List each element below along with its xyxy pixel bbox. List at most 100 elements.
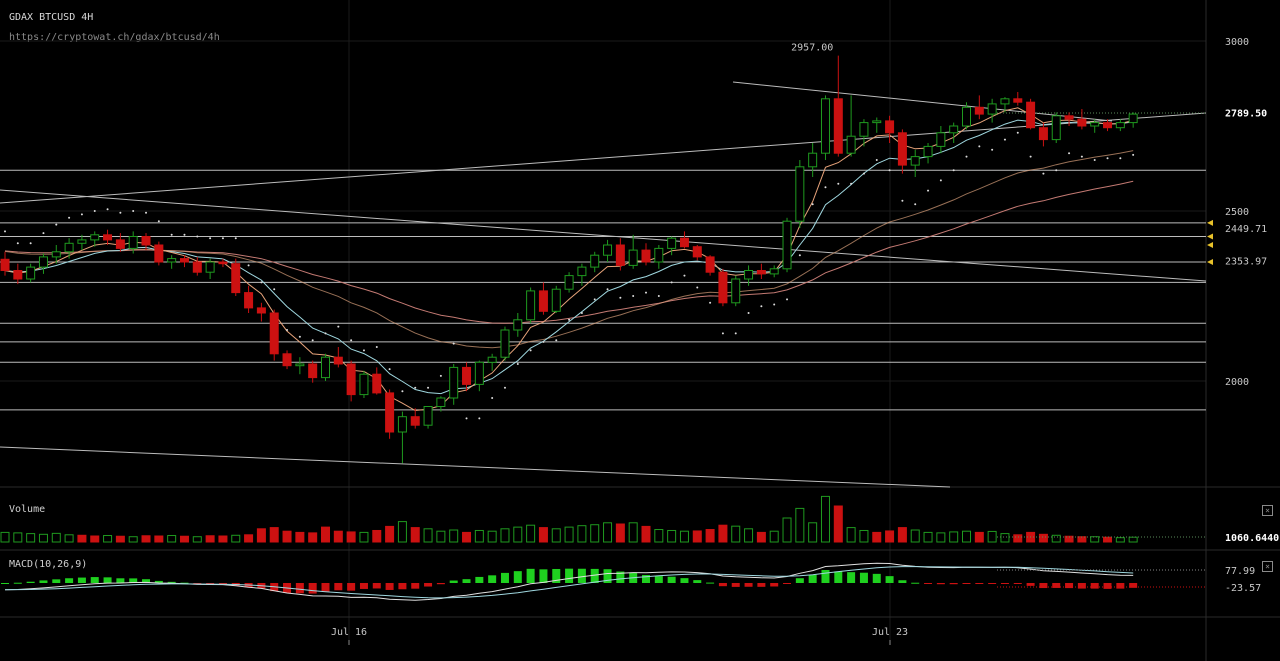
sar-dot [555,339,558,342]
sar-dot [978,145,981,148]
macd-histogram-bar [129,578,138,583]
sar-dot [850,182,853,185]
volume-bar [333,530,343,543]
sar-dot [1093,159,1096,161]
level-label: 2449.71 [1225,224,1267,235]
last-price-label: 2789.50 [1225,109,1267,120]
candle-body [26,266,36,280]
volume-bar [141,535,151,543]
sar-dot [286,329,289,331]
macd-histogram-bar [667,576,676,583]
candle-body [628,249,638,266]
macd-histogram-bar [731,583,740,587]
volume-bar [346,531,356,543]
candle-body [474,361,484,385]
sar-dot [80,213,83,216]
macd-histogram-bar [1013,583,1022,584]
candle-body [744,270,754,280]
candle-body [90,234,100,241]
candle-body [820,98,830,154]
volume-bar [487,530,497,543]
chart-url[interactable]: https://cryptowat.ch/gdax/btcusd/4h [9,32,220,43]
macd-histogram-bar [565,568,574,583]
volume-bar [846,527,856,543]
candle-body [282,353,292,367]
macd-histogram-bar [552,568,561,583]
candle-body [1077,118,1087,127]
candle-body [269,312,279,355]
sar-dot [516,363,519,365]
macd-close-icon[interactable]: × [1262,561,1273,572]
volume-close-icon[interactable]: × [1262,505,1273,516]
ema-mid-line [4,119,1134,395]
macd-histogram-bar [1000,583,1009,584]
sar-dot [914,203,917,206]
macd-histogram-bar [1116,583,1125,589]
volume-bar [1115,537,1125,543]
sar-dot [170,233,173,236]
volume-bar [308,532,318,543]
macd-histogram-bar [526,568,535,583]
candle-body [615,244,625,266]
sar-dot [645,291,647,294]
sar-dot [388,368,391,371]
macd-histogram-bar [372,583,381,589]
volume-bar [77,534,87,543]
candle-body [564,275,574,290]
candle-body [167,258,177,263]
macd-histogram-bar [680,578,689,583]
trend-line [0,189,1207,282]
volume-bar [731,525,741,543]
volume-bar [705,529,715,543]
sar-dot [247,264,250,267]
candle-body [115,239,125,249]
volume-bar [782,517,792,543]
candle-body [1064,115,1074,120]
volume-bar [769,530,779,543]
macd-histogram-bar [603,569,612,583]
candle-body [308,363,318,379]
candle-body [859,122,869,137]
sar-dot [55,223,58,226]
macd-histogram-bar [616,571,625,583]
level-label: 2353.97 [1225,257,1267,268]
macd-histogram-bar [206,583,215,584]
volume-bar [538,527,548,543]
macd-histogram-bar [821,569,830,583]
candle-body [833,98,843,154]
candle-body [218,261,228,265]
macd-histogram-bar [154,580,163,583]
macd-histogram-bar [13,582,22,584]
sar-dot [4,230,6,233]
macd-histogram-bar [783,583,792,584]
candle-body [1051,115,1061,141]
sar-dot [362,349,365,352]
macd-histogram-bar [936,583,945,585]
volume-bar [474,529,484,543]
sar-dot [862,172,865,175]
level-marker-icon [1207,259,1213,265]
volume-bar [1051,534,1061,543]
candle-body [1026,101,1036,129]
candle-body [987,103,997,115]
macd-histogram-bar [975,583,984,584]
macd-histogram-bar [808,574,817,583]
candle-body [782,220,792,270]
volume-bar [628,522,638,543]
sar-dot [773,303,776,306]
sar-dot [157,220,160,223]
candle-body [1090,122,1100,127]
volume-value-label: 1060.6440 [1225,533,1279,544]
volume-bar [13,532,23,543]
macd-histogram-bar [770,583,779,587]
volume-bar [372,529,382,543]
macd-histogram-bar [1065,583,1074,589]
candle-body [872,120,882,124]
macd-histogram-bar [308,583,317,594]
candle-body [205,261,215,273]
volume-bar [256,528,266,543]
candle-body [231,263,241,294]
sar-dot [670,281,673,284]
macd-histogram-bar [52,579,61,583]
